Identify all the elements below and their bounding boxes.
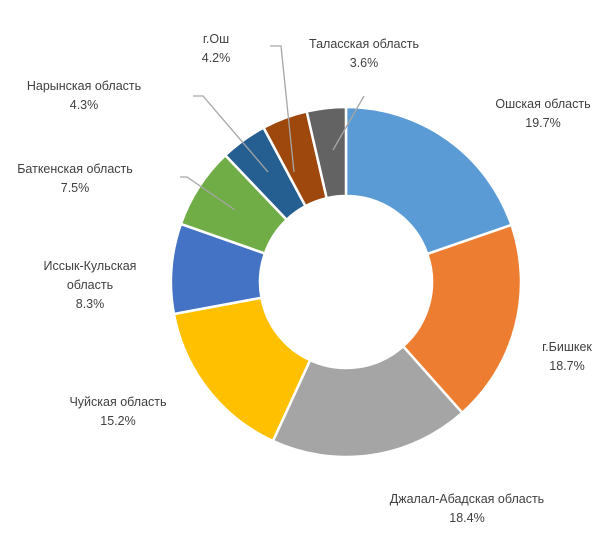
slice-value-3: 15.2% xyxy=(100,414,135,428)
slice-label-6: Нарынская область xyxy=(27,79,141,93)
slice-value-2: 18.4% xyxy=(449,511,484,525)
slice-2 xyxy=(271,344,465,459)
slice-value-4: 8.3% xyxy=(76,297,105,311)
slice-1 xyxy=(401,223,523,415)
slice-value-5: 7.5% xyxy=(61,181,90,195)
leader-line-5 xyxy=(180,176,236,211)
slice-value-1: 18.7% xyxy=(549,359,584,373)
slice-label-5: Баткенская область xyxy=(17,162,133,176)
slice-labels: Ошская область 19.7% г.Бишкек 18.7% Джалал-А… xyxy=(17,32,592,525)
slice-3 xyxy=(172,296,312,443)
slice-value-8: 3.6% xyxy=(350,56,379,70)
slice-0 xyxy=(344,105,514,256)
slice-value-7: 4.2% xyxy=(202,51,231,65)
slice-label-4: Иссык-Кульская область xyxy=(44,259,137,292)
slice-label-1: г.Бишкек xyxy=(542,340,592,354)
slice-value-0: 19.7% xyxy=(525,116,560,130)
donut-slices xyxy=(169,105,523,459)
slice-8 xyxy=(305,105,348,200)
slice-label-8: Таласская область xyxy=(309,37,419,51)
leader-line-8 xyxy=(332,95,365,151)
leader-lines xyxy=(180,45,365,211)
slice-label-7: г.Ош xyxy=(203,32,229,46)
leader-line-7 xyxy=(270,45,295,173)
slice-label-3: Чуйская область xyxy=(69,395,166,409)
leader-line-6 xyxy=(193,95,269,173)
slice-label-0: Ошская область xyxy=(495,97,590,111)
slice-value-6: 4.3% xyxy=(70,98,99,112)
slice-label-2: Джалал-Абадская область xyxy=(390,492,544,506)
